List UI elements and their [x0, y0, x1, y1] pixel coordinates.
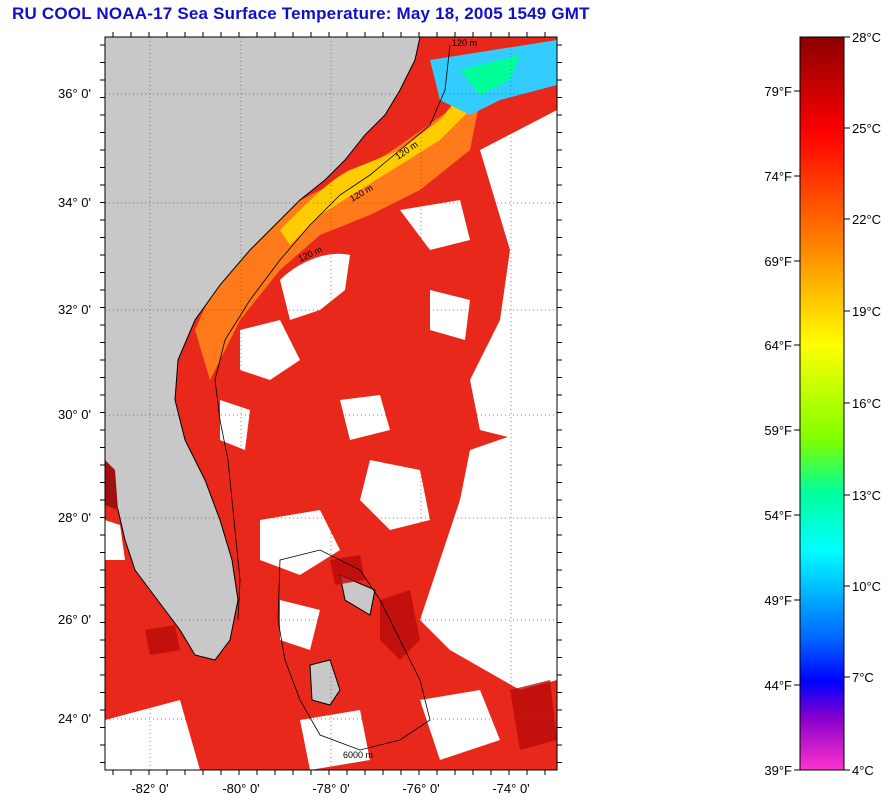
bahamas-land: [309, 659, 341, 706]
bahamas-contour: [277, 549, 431, 751]
bahamas-land-2: [339, 574, 376, 616]
map-content: [105, 37, 557, 770]
celsius-label: 4°C: [852, 763, 874, 778]
lon-label: -74° 0': [492, 781, 529, 796]
longitude-labels: -82° 0' -80° 0' -78° 0' -76° 0' -74° 0': [131, 781, 529, 796]
lat-label: 32° 0': [58, 302, 91, 317]
map-frame: [104, 36, 558, 771]
celsius-label: 19°C: [852, 304, 881, 319]
fahrenheit-label: 39°F: [764, 763, 792, 778]
celsius-label: 28°C: [852, 30, 881, 45]
gridlines: [105, 37, 557, 770]
tick-marks: [100, 32, 562, 775]
celsius-label: 16°C: [852, 396, 881, 411]
lon-label: -82° 0': [131, 781, 168, 796]
lon-label: -78° 0': [312, 781, 349, 796]
lon-label: -80° 0': [222, 781, 259, 796]
latitude-labels: 36° 0' 34° 0' 32° 0' 30° 0' 28° 0' 26° 0…: [58, 86, 91, 726]
colorbar: [799, 36, 845, 771]
shelf-water: [195, 100, 480, 380]
lat-label: 30° 0': [58, 407, 91, 422]
celsius-label: 7°C: [852, 670, 874, 685]
colorbar-ticks: [794, 36, 850, 771]
contour-label: 120 m: [452, 38, 477, 48]
fahrenheit-label: 69°F: [764, 254, 792, 269]
celsius-labels: 28°C 25°C 22°C 19°C 16°C 13°C 10°C 7°C 4…: [852, 30, 881, 778]
fahrenheit-label: 54°F: [764, 508, 792, 523]
fahrenheit-label: 59°F: [764, 423, 792, 438]
celsius-label: 10°C: [852, 579, 881, 594]
fahrenheit-label: 64°F: [764, 338, 792, 353]
shelf-contour: [214, 44, 451, 621]
gulf-stream-patches: [145, 555, 557, 750]
celsius-label: 25°C: [852, 121, 881, 136]
land: [105, 37, 421, 661]
lat-label: 34° 0': [58, 195, 91, 210]
contour-label: 6000 m: [343, 750, 373, 760]
celsius-label: 22°C: [852, 212, 881, 227]
clouds: [105, 110, 557, 770]
fahrenheit-label: 49°F: [764, 593, 792, 608]
fahrenheit-label: 74°F: [764, 169, 792, 184]
lon-label: -76° 0': [402, 781, 439, 796]
lat-label: 24° 0': [58, 711, 91, 726]
lat-label: 26° 0': [58, 612, 91, 627]
lat-label: 28° 0': [58, 510, 91, 525]
fahrenheit-label: 79°F: [764, 84, 792, 99]
fahrenheit-labels: 79°F 74°F 69°F 64°F 59°F 54°F 49°F 44°F …: [764, 84, 792, 778]
lat-label: 36° 0': [58, 86, 91, 101]
cold-water-inner: [460, 55, 520, 95]
celsius-label: 13°C: [852, 488, 881, 503]
dark-land: [105, 460, 118, 510]
fahrenheit-label: 44°F: [764, 678, 792, 693]
map-title: RU COOL NOAA-17 Sea Surface Temperature:…: [12, 4, 590, 23]
